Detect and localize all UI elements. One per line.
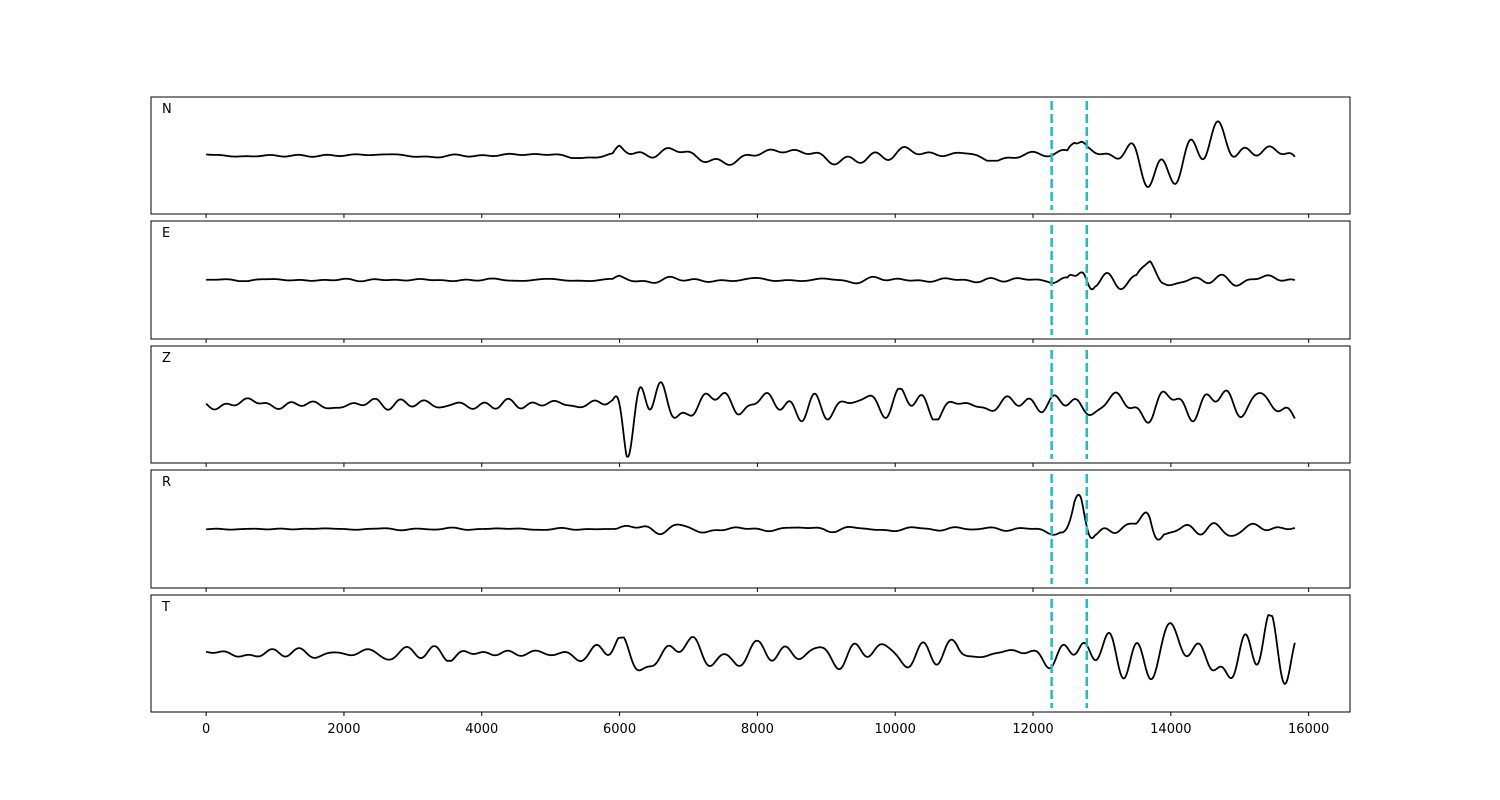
panel-label: Z bbox=[162, 351, 171, 366]
trace-n bbox=[205, 120, 1296, 188]
axes-frame bbox=[150, 345, 1351, 464]
panel-r: R bbox=[150, 469, 1351, 592]
x-tick-label: 6000 bbox=[603, 722, 636, 737]
x-tick-label: 14000 bbox=[1150, 722, 1191, 737]
trace-z bbox=[205, 381, 1296, 458]
x-tick-label: 2000 bbox=[327, 722, 360, 737]
trace-t bbox=[205, 614, 1296, 685]
panel-n: N bbox=[150, 96, 1351, 218]
panel-label: E bbox=[162, 226, 170, 241]
x-tick-label: 4000 bbox=[465, 722, 498, 737]
axes-frame bbox=[150, 220, 1351, 340]
axes-frame bbox=[150, 469, 1351, 589]
panel-z: Z bbox=[150, 345, 1351, 467]
panel-e: E bbox=[150, 220, 1351, 343]
trace-e bbox=[205, 260, 1296, 291]
panel-t: T bbox=[150, 594, 1351, 716]
x-tick-label: 16000 bbox=[1288, 722, 1329, 737]
axes-frame bbox=[150, 96, 1351, 215]
trace-r bbox=[205, 493, 1296, 541]
x-tick-label: 12000 bbox=[1012, 722, 1053, 737]
panel-label: R bbox=[162, 475, 171, 490]
panel-label: N bbox=[162, 102, 172, 117]
axes-frame bbox=[150, 594, 1351, 713]
panel-label: T bbox=[161, 600, 170, 615]
x-tick-label: 8000 bbox=[741, 722, 774, 737]
x-tick-label: 10000 bbox=[875, 722, 916, 737]
x-tick-label: 0 bbox=[202, 722, 210, 737]
